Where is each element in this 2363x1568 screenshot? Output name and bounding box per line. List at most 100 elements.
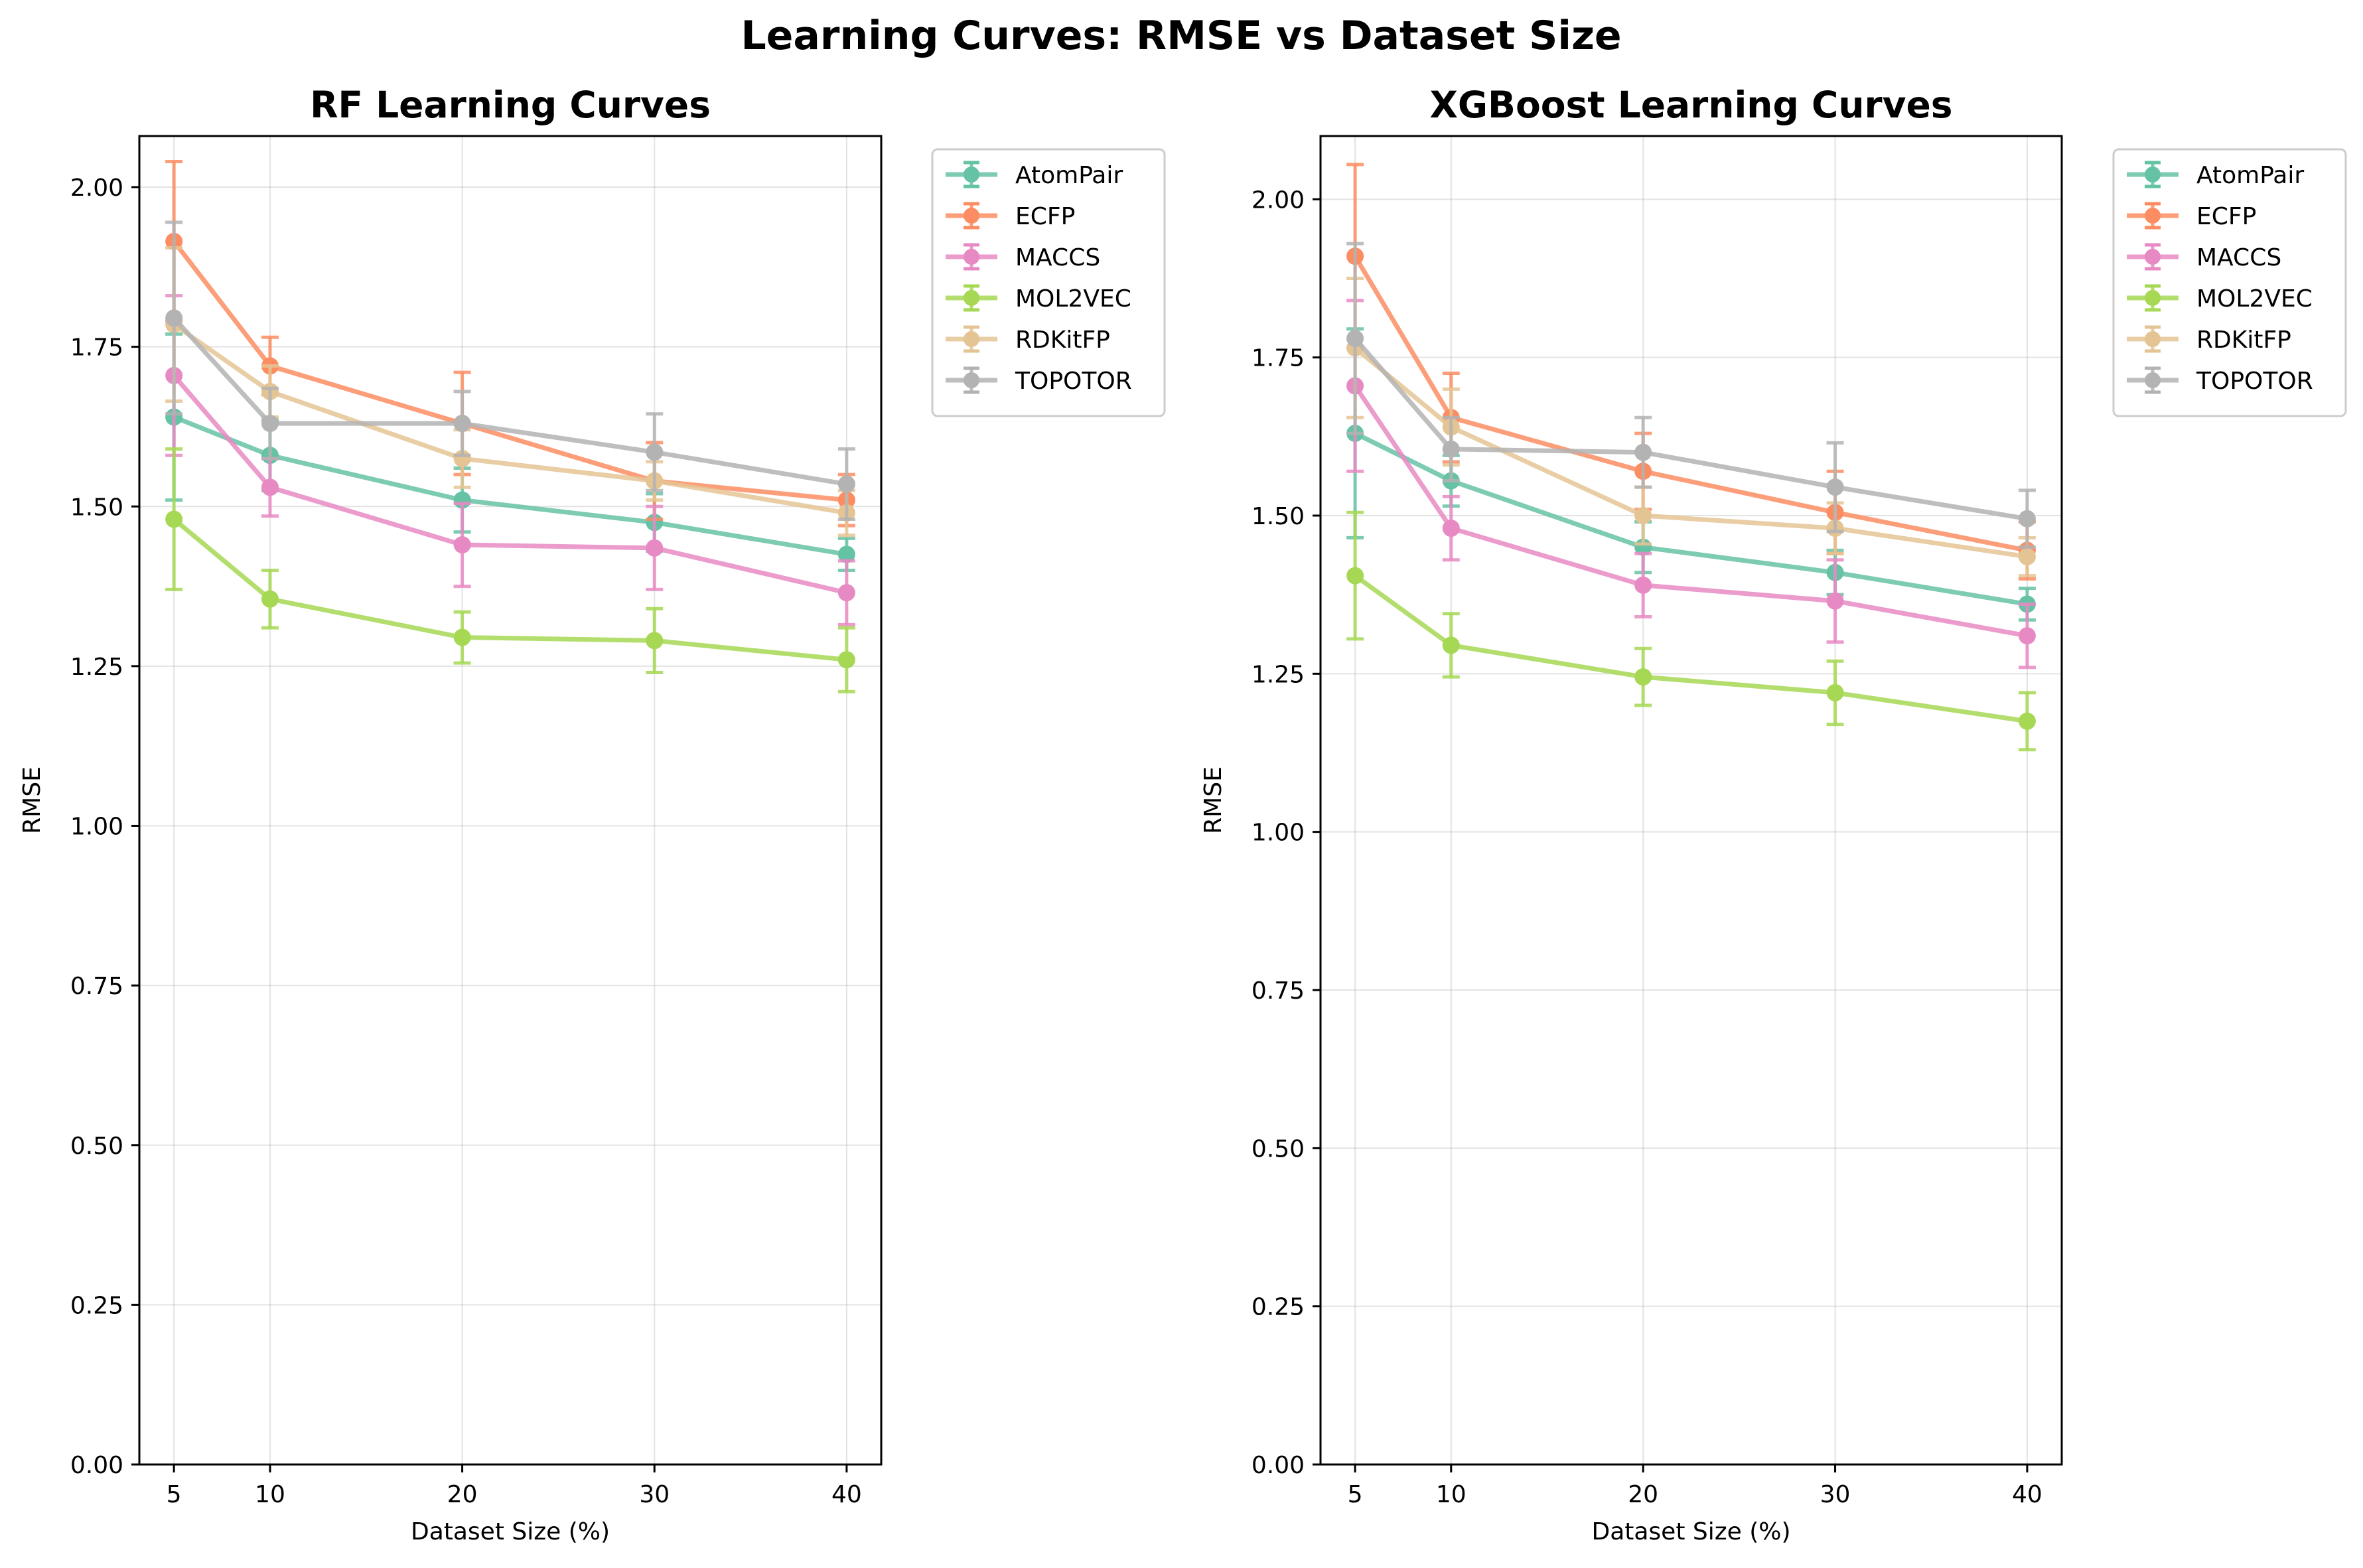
y-axis-label: RMSE — [19, 766, 46, 834]
y-tick-label: 0.50 — [70, 1133, 123, 1160]
y-tick-label: 0.25 — [1252, 1294, 1305, 1321]
data-point — [1442, 440, 1460, 458]
chart-title: RF Learning Curves — [310, 84, 711, 126]
y-ticks: 0.00 0.25 0.50 0.75 1.00 1.25 1.50 1.75 2.00 — [1252, 186, 1321, 1479]
legend-item-maccs: MACCS — [2127, 243, 2281, 271]
y-tick-label: 0.00 — [70, 1452, 123, 1479]
legend-marker — [964, 372, 979, 388]
legend: AtomPair ECFP MACCS MOL2VEC RDKitFP TOPOTOR — [931, 148, 1166, 417]
data-point — [453, 415, 471, 433]
x-ticks: 5 10 20 30 40 — [167, 1464, 862, 1508]
legend-marker — [964, 331, 979, 347]
data-point — [646, 632, 664, 650]
rf-chart: 0.00 0.25 0.50 0.75 1.00 1.25 1.50 1.75 2.00 5 10 2… — [19, 84, 1166, 1545]
data-point — [646, 443, 664, 461]
legend-marker — [2145, 372, 2161, 388]
x-tick-label: 5 — [1348, 1481, 1363, 1508]
legend-marker — [964, 249, 979, 265]
y-tick-label: 1.50 — [70, 494, 123, 521]
series-mol2vec — [165, 447, 855, 693]
data-point — [1634, 507, 1652, 524]
legend-item-atompair: AtomPair — [2127, 161, 2304, 189]
figure-title: Learning Curves: RMSE vs Dataset Size — [741, 13, 1621, 59]
data-point — [261, 478, 279, 496]
y-tick-label: 1.25 — [1252, 661, 1305, 688]
data-point — [2018, 510, 2036, 528]
legend-label: MACCS — [2196, 244, 2281, 271]
series-mol2vec — [1346, 510, 2036, 752]
data-point — [261, 590, 279, 608]
data-point — [1442, 520, 1460, 537]
x-tick-label: 20 — [447, 1481, 478, 1508]
legend-marker — [2145, 167, 2161, 182]
legend-label: TOPOTOR — [1015, 368, 1132, 395]
data-point — [837, 584, 855, 602]
legend-item-ecfp: ECFP — [946, 202, 1075, 230]
plot-frame — [1319, 135, 2063, 1466]
legend-item-maccs: MACCS — [946, 243, 1100, 271]
legend-marker — [964, 208, 979, 224]
data-point — [837, 545, 855, 563]
data-point — [261, 415, 279, 433]
series-topotor — [1346, 242, 2036, 549]
legend-marker — [2145, 290, 2161, 306]
legend-item-mol2vec: MOL2VEC — [2127, 284, 2313, 313]
data-point — [1346, 567, 1364, 585]
data-point — [1826, 683, 1844, 701]
data-point — [1634, 576, 1652, 594]
legend-label: MOL2VEC — [2196, 285, 2313, 313]
y-tick-label: 0.75 — [70, 973, 123, 1000]
y-tick-label: 0.00 — [1252, 1452, 1305, 1479]
x-tick-label: 10 — [1436, 1481, 1467, 1508]
plot-frame — [138, 135, 883, 1466]
y-tick-label: 1.75 — [70, 334, 123, 362]
data-point — [453, 536, 471, 553]
data-point — [1634, 668, 1652, 686]
legend-label: MACCS — [1015, 244, 1100, 271]
legend-item-ecfp: ECFP — [2127, 202, 2256, 230]
y-tick-label: 0.75 — [1252, 977, 1305, 1005]
y-ticks: 0.00 0.25 0.50 0.75 1.00 1.25 1.50 1.75 2.00 — [70, 175, 139, 1479]
data-point — [165, 309, 183, 327]
legend-label: AtomPair — [2196, 162, 2304, 189]
x-tick-label: 20 — [1628, 1481, 1658, 1508]
data-point — [646, 539, 664, 557]
legend-item-rdkitfp: RDKitFP — [946, 325, 1110, 354]
legend-marker — [964, 290, 979, 306]
data-point — [1634, 443, 1652, 461]
y-axis-label: RMSE — [1200, 766, 1227, 834]
legend-label: ECFP — [2196, 203, 2256, 230]
x-axis-label: Dataset Size (%) — [1591, 1518, 1790, 1545]
series-group — [165, 160, 855, 693]
y-tick-label: 0.25 — [70, 1292, 123, 1319]
legend-item-topotor: TOPOTOR — [946, 366, 1132, 395]
chart-title: XGBoost Learning Curves — [1429, 84, 1952, 126]
legend-item-topotor: TOPOTOR — [2127, 366, 2313, 395]
legend-label: RDKitFP — [2196, 326, 2291, 354]
y-tick-label: 0.50 — [1252, 1135, 1305, 1163]
legend-label: TOPOTOR — [2196, 368, 2313, 395]
y-tick-label: 1.75 — [1252, 345, 1305, 372]
legend-marker — [964, 167, 979, 182]
y-tick-label: 1.00 — [1252, 820, 1305, 847]
data-point — [165, 510, 183, 528]
legend-item-atompair: AtomPair — [946, 161, 1123, 189]
data-point — [1826, 592, 1844, 610]
x-tick-label: 40 — [2012, 1481, 2042, 1508]
x-tick-label: 30 — [1820, 1481, 1851, 1508]
data-point — [1346, 330, 1364, 348]
xgboost-chart: 0.00 0.25 0.50 0.75 1.00 1.25 1.50 1.75 2.00 5 10 2… — [1200, 84, 2347, 1545]
legend-label: ECFP — [1015, 203, 1075, 230]
data-point — [1826, 478, 1844, 496]
y-tick-label: 1.25 — [70, 654, 123, 681]
data-point — [837, 651, 855, 669]
y-tick-label: 2.00 — [1252, 186, 1305, 214]
data-point — [2018, 627, 2036, 645]
legend-label: MOL2VEC — [1015, 285, 1131, 313]
x-tick-label: 30 — [639, 1481, 670, 1508]
data-point — [837, 475, 855, 493]
x-axis-label: Dataset Size (%) — [411, 1518, 610, 1545]
data-point — [2018, 547, 2036, 565]
